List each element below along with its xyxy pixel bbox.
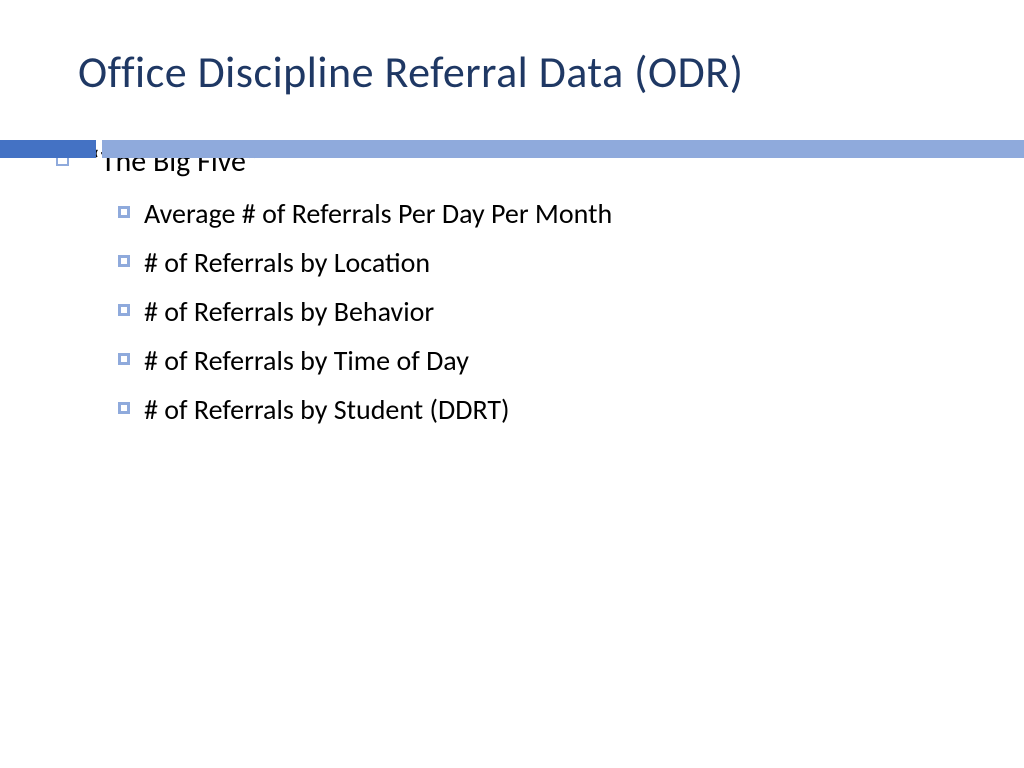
bullet-text: # of Referrals by Student (DDRT) (144, 392, 510, 427)
divider-bar (0, 140, 1024, 158)
list-item: # of Referrals by Student (DDRT) (118, 392, 1024, 427)
square-bullet-icon (118, 255, 130, 267)
bullet-text: # of Referrals by Location (144, 245, 430, 280)
list-item: # of Referrals by Location (118, 245, 1024, 280)
square-bullet-icon (118, 206, 130, 218)
square-bullet-icon (118, 304, 130, 316)
bullet-text: # of Referrals by Time of Day (144, 343, 469, 378)
list-item: # of Referrals by Time of Day (118, 343, 1024, 378)
bullet-text: # of Referrals by Behavior (144, 294, 434, 329)
square-bullet-icon (118, 402, 130, 414)
list-item: # of Referrals by Behavior (118, 294, 1024, 329)
divider-accent (0, 140, 96, 158)
slide-title: Office Discipline Referral Data (ODR) (0, 0, 1024, 99)
divider-main (102, 140, 1024, 158)
square-bullet-icon (118, 353, 130, 365)
list-item: Average # of Referrals Per Day Per Month (118, 196, 1024, 231)
sub-bullet-list: Average # of Referrals Per Day Per Month… (118, 196, 1024, 427)
bullet-text: Average # of Referrals Per Day Per Month (144, 196, 612, 231)
